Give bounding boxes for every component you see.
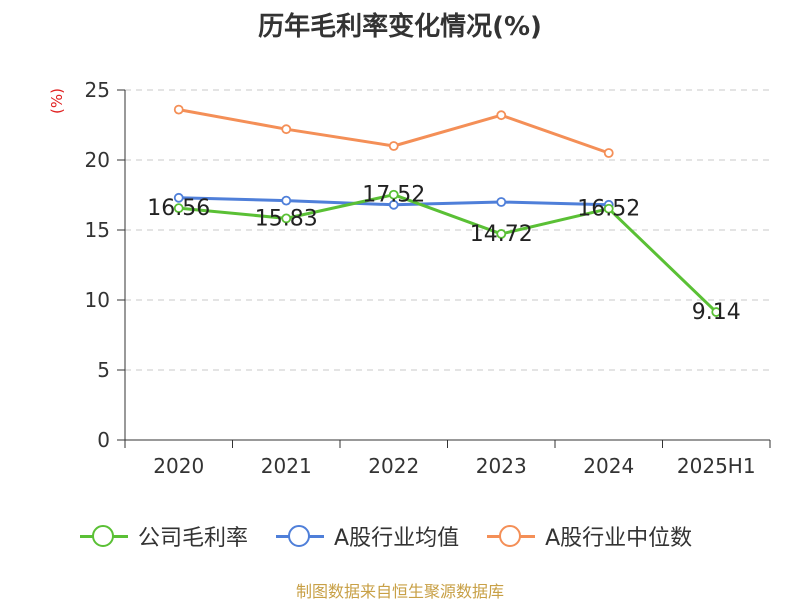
data-point-s2-2022 <box>388 141 399 151</box>
legend-swatch-icon <box>80 525 128 547</box>
x-tick-label-2022: 2022 <box>368 454 419 478</box>
data-point-s1-2022 <box>388 199 399 210</box>
legend-item-1: A股行业均值 <box>276 520 459 552</box>
axes: 0 5 10 15 20 25 2020 2021 2022 2023 2024 2025H1 <box>85 78 771 478</box>
data-point-s2-2023 <box>496 110 507 121</box>
data-label-2020: 16.56 <box>147 196 210 221</box>
grid-lines <box>125 89 770 371</box>
data-label-2023: 14.72 <box>470 222 533 247</box>
data-point-s0-2022 <box>388 189 399 200</box>
y-axis-unit-label: (%) <box>48 88 66 114</box>
data-label-2022: 17.52 <box>362 183 425 208</box>
data-label-2025H1: 9.14 <box>692 300 741 325</box>
data-label-2024: 16.52 <box>577 197 640 222</box>
data-point-s0-2023 <box>496 229 507 239</box>
y-tick-label-25: 25 <box>85 78 110 102</box>
data-point-s1-2021 <box>281 195 292 206</box>
data-point-s0-2025H1 <box>711 307 722 317</box>
source-note: 制图数据来自恒生聚源数据库 <box>295 582 504 601</box>
chart-title: 历年毛利率变化情况(%) <box>258 12 542 42</box>
data-point-s2-2020 <box>173 104 184 115</box>
legend-label: 公司毛利率 <box>138 526 249 551</box>
data-point-s1-2023 <box>496 197 507 207</box>
legend-swatch-icon <box>276 525 325 547</box>
data-labels: 16.56 15.83 17.52 14.72 16.52 9.14 <box>147 183 740 325</box>
x-tick-label-2025H1: 2025H1 <box>677 454 756 478</box>
y-tick-label-15: 15 <box>85 218 110 242</box>
x-tick-label-2023: 2023 <box>476 454 527 478</box>
x-tick-label-2020: 2020 <box>153 454 204 478</box>
legend-label: A股行业均值 <box>334 526 460 551</box>
data-point-s0-2024 <box>603 203 614 214</box>
legend: 公司毛利率 A股行业均值 A股行业中位数 <box>80 520 692 552</box>
data-point-s1-2020 <box>173 192 184 203</box>
data-point-s2-2024 <box>603 148 614 158</box>
legend-swatch-icon <box>487 525 536 547</box>
data-point-s0-2020 <box>173 203 184 214</box>
legend-item-0: 公司毛利率 <box>80 520 248 552</box>
y-tick-label-0: 0 <box>97 428 110 452</box>
y-tick-label-20: 20 <box>85 148 110 172</box>
legend-label: A股行业中位数 <box>545 526 693 551</box>
data-point-s0-2021 <box>281 213 292 224</box>
series-lines <box>173 104 722 317</box>
series-line-0 <box>178 193 718 314</box>
x-tick-label-2024: 2024 <box>583 454 634 478</box>
y-tick-label-5: 5 <box>97 358 110 382</box>
data-point-s2-2021 <box>281 124 292 135</box>
x-tick-label-2021: 2021 <box>261 454 312 478</box>
legend-item-2: A股行业中位数 <box>487 520 692 552</box>
data-label-2021: 15.83 <box>255 206 318 231</box>
y-tick-label-10: 10 <box>85 288 110 312</box>
